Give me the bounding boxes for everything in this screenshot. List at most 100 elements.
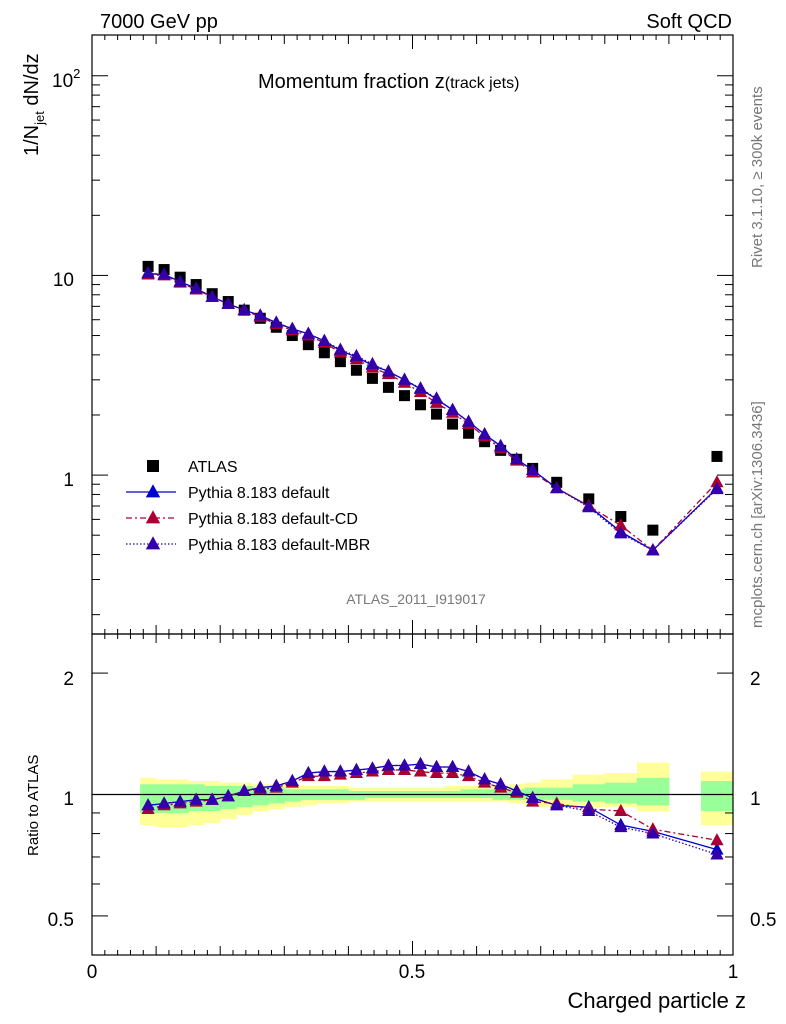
data-point-pythia-8-183-default-cd [710, 475, 724, 488]
data-point-pythia-8-183-default-mbr [413, 381, 428, 394]
ratio-point-pythia-8-183-default-mbr [397, 758, 412, 771]
ratio-point-pythia-8-183-default-mbr [189, 792, 203, 805]
band-inner-bin [604, 782, 638, 804]
ratio-y-label: Ratio to ATLAS [25, 755, 42, 856]
data-point-pythia-8-183-default-mbr [157, 267, 171, 280]
data-point-atlas [366, 372, 378, 384]
data-point-pythia-8-183-default-mbr [173, 274, 187, 287]
legend-label-pythia-8-183-default-mbr: Pythia 8.183 default-MBR [188, 537, 370, 554]
legend-label-pythia-8-183-default: Pythia 8.183 default [188, 485, 330, 502]
data-point-atlas [431, 408, 443, 420]
data-point-pythia-8-183-default-mbr [205, 289, 219, 302]
data-point-pythia-8-183-default-mbr [237, 302, 251, 316]
data-point-atlas [302, 339, 314, 351]
legend-marker-atlas [147, 460, 159, 472]
ratio-ytick-label-1: 1 [63, 789, 74, 810]
ratio-point-pythia-8-183-default-mbr [221, 789, 235, 802]
data-point-pythia-8-183-default-cd [614, 518, 628, 531]
header-right: Soft QCD [646, 11, 732, 33]
data-point-pythia-8-183-default-mbr [285, 321, 299, 334]
data-point-pythia-8-183-default-mbr [445, 402, 460, 415]
ratio-point-pythia-8-183-default-mbr [205, 792, 219, 805]
band-inner-bin [476, 789, 494, 799]
data-point-pythia-8-183-default-mbr [301, 326, 315, 339]
band-inner-bin [348, 791, 365, 800]
header-left: 7000 GeV pp [100, 11, 218, 33]
ratio-point-pythia-8-183-default-mbr [510, 783, 524, 796]
ratio-point-pythia-8-183-default-mbr [157, 796, 171, 809]
x-axis-label: Charged particle z [567, 988, 746, 1013]
data-point-pythia-8-183-default-mbr [333, 342, 347, 355]
data-point-pythia-8-183-default-mbr [429, 391, 444, 404]
series-line-pythia-8-183-default-mbr [148, 272, 718, 552]
legend-label-atlas: ATLAS [188, 459, 238, 476]
data-point-atlas [647, 524, 659, 536]
mcplots-label: mcplots.cern.ch [arXiv:1306.3436] [749, 401, 766, 628]
band-inner-bin [636, 777, 670, 806]
data-point-pythia-8-183-default-mbr [614, 526, 628, 539]
data-point-atlas [286, 330, 298, 342]
data-point-atlas [334, 356, 346, 368]
ratio-point-pythia-8-183-default-mbr [285, 773, 299, 786]
data-point-atlas [463, 427, 475, 439]
data-point-atlas [350, 364, 362, 376]
data-point-pythia-8-183-default-mbr [526, 462, 540, 475]
data-point-pythia-8-183-default-mbr [221, 296, 235, 309]
ratio-point-pythia-8-183-default-mbr [429, 759, 444, 772]
data-point-pythia-8-183-default-mbr [646, 543, 660, 556]
ratio-point-pythia-8-183-default-mbr [381, 758, 396, 771]
ratio-point-pythia-8-183-default-mbr [301, 765, 315, 779]
data-point-pythia-8-183-default-mbr [550, 481, 564, 494]
ratio-ytick-label-0-5-right: 0.5 [750, 910, 776, 931]
axes [91, 34, 734, 956]
ratio-ytick-label-1-right: 1 [750, 789, 761, 810]
ratio-point-pythia-8-183-default-cd [413, 764, 428, 777]
ratio-point-pythia-8-183-default-mbr [237, 783, 251, 796]
data-point-atlas [318, 347, 330, 359]
legend-marker-pythia-8-183-default [145, 484, 161, 498]
ratio-point-pythia-8-183-default-mbr [141, 798, 155, 811]
band-inner-bin [572, 784, 606, 802]
ratio-ytick-label-2-right: 2 [750, 669, 761, 690]
data-point-pythia-8-183-default-mbr [317, 333, 331, 346]
data-point-pythia-8-183-default-mbr [494, 439, 508, 452]
ratio-point-pythia-8-183-default-mbr [461, 764, 476, 777]
ratio-ytick-label-2: 2 [63, 669, 74, 690]
ratio-point-pythia-8-183-default-cd [710, 833, 724, 846]
data-point-pythia-8-183-default-mbr [349, 348, 364, 361]
ratio-ytick-label-0-5: 0.5 [48, 910, 74, 931]
ratio-point-pythia-8-183-default-cd [429, 765, 444, 779]
rivet-label: Rivet 3.1.10, ≥ 300k events [749, 86, 766, 268]
series-line-pythia-8-183-default-cd [148, 273, 718, 552]
ratio-series [141, 756, 724, 860]
data-point-pythia-8-183-default-mbr [397, 372, 412, 385]
data-point-pythia-8-183-default-mbr [365, 356, 380, 369]
main-ytick-label-100: 102 [52, 66, 80, 92]
data-point-atlas [382, 381, 394, 393]
main-series [141, 260, 724, 556]
xtick-label-1: 1 [728, 962, 739, 983]
data-point-pythia-8-183-default-mbr [510, 452, 524, 465]
data-point-atlas [615, 511, 627, 523]
ratio-point-pythia-8-183-default-mbr [413, 756, 428, 769]
main-y-label: 1/Njet dN/dz [21, 53, 47, 156]
ratio-point-pythia-8-183-default-mbr [253, 780, 267, 793]
main-title: Momentum fraction z(track jets) [258, 71, 519, 93]
ratio-point-pythia-8-183-default-mbr [646, 826, 660, 839]
band-inner-bin [284, 789, 301, 802]
legend: ATLAS Pythia 8.183 default Pythia 8.183 de… [126, 459, 370, 554]
data-point-pythia-8-183-default-mbr [189, 281, 203, 294]
main-ytick-label-10: 10 [53, 270, 74, 291]
data-point-pythia-8-183-default-mbr [582, 500, 596, 513]
data-point-atlas [398, 390, 410, 402]
legend-marker-pythia-8-183-default-cd [145, 510, 161, 524]
main-ytick-label-1: 1 [63, 470, 74, 491]
data-point-pythia-8-183-default-mbr [269, 315, 283, 328]
data-point-pythia-8-183-default-mbr [478, 427, 492, 440]
ratio-point-pythia-8-183-default-mbr [349, 762, 364, 775]
ratio-point-pythia-8-183-default-mbr [494, 777, 508, 790]
ratio-point-pythia-8-183-default-mbr [526, 790, 540, 803]
data-point-pythia-8-183-default-mbr [381, 364, 396, 377]
ratio-point-pythia-8-183-default-mbr [582, 803, 596, 816]
